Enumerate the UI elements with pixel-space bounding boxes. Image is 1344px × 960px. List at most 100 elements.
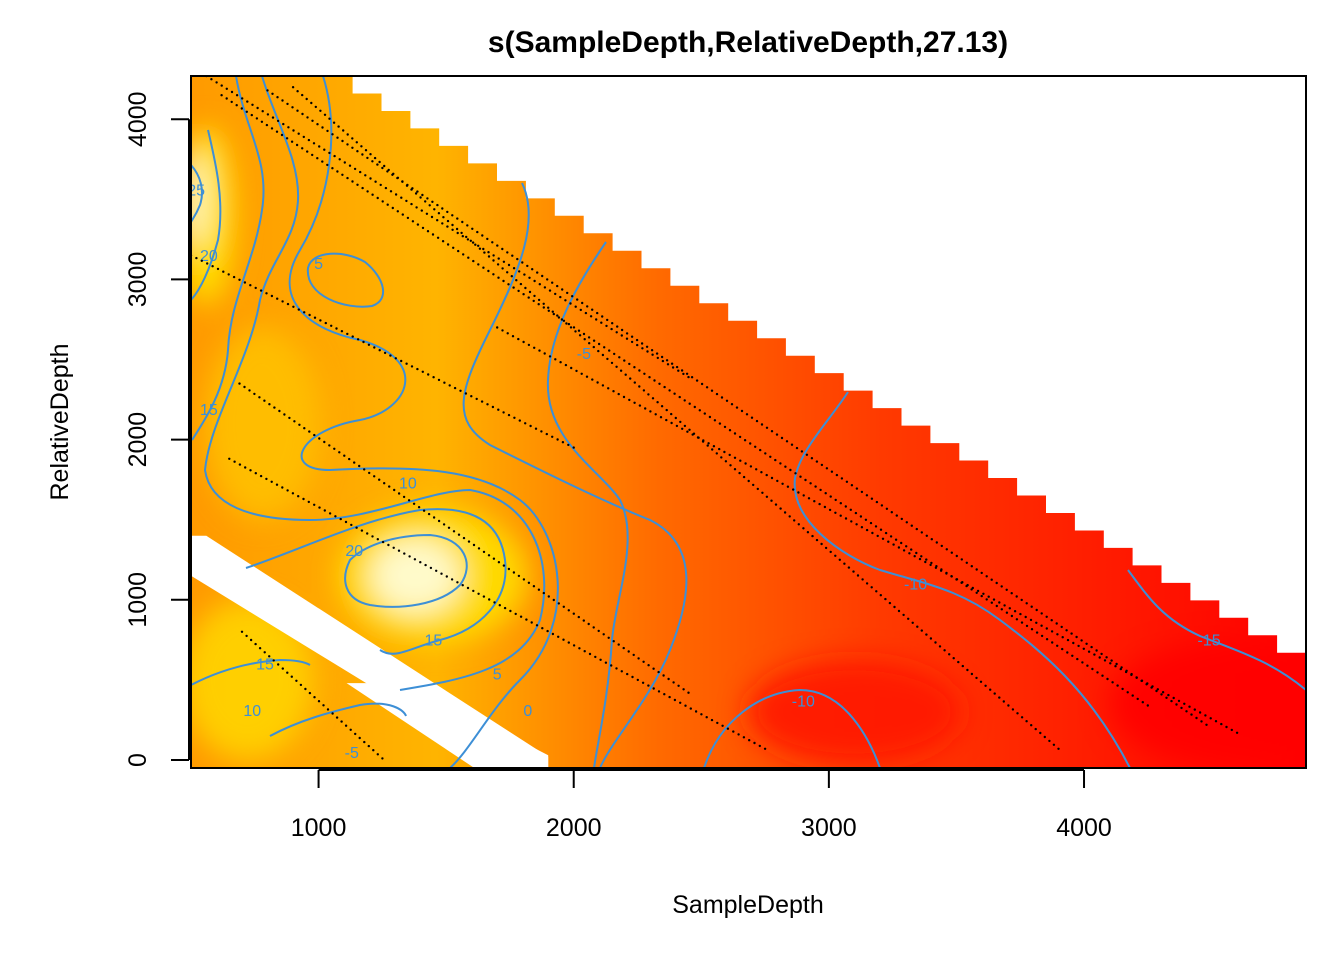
observation-point	[488, 598, 491, 601]
observation-point	[1025, 602, 1028, 605]
observation-point	[319, 319, 322, 322]
observation-point	[1040, 634, 1044, 638]
observation-point	[752, 483, 755, 487]
observation-point	[574, 330, 577, 333]
heat-blob-mid-left	[203, 327, 322, 520]
observation-point	[366, 532, 369, 535]
observation-point	[834, 498, 837, 502]
observation-point	[720, 456, 723, 459]
observation-point	[1126, 691, 1129, 694]
observation-point	[678, 395, 681, 399]
observation-point	[428, 204, 431, 207]
observation-point	[371, 535, 374, 538]
observation-point	[961, 664, 964, 668]
observation-point	[467, 540, 471, 543]
contour-line-minus-10-lower	[703, 688, 881, 768]
observation-track	[266, 89, 1208, 726]
observation-point	[471, 227, 474, 230]
observation-point	[755, 419, 759, 423]
observation-point	[979, 680, 983, 683]
observation-point	[220, 84, 223, 87]
observation-point	[416, 367, 419, 371]
observation-point	[281, 486, 284, 489]
observation-point	[805, 453, 809, 456]
observation-point	[1230, 728, 1234, 732]
observation-point	[850, 520, 853, 523]
observation-point	[834, 554, 837, 557]
contour-line-25	[191, 164, 203, 223]
observation-point	[461, 220, 464, 224]
observation-point	[477, 592, 480, 595]
observation-point	[361, 153, 364, 156]
observation-point	[482, 595, 486, 598]
observation-point	[674, 416, 677, 420]
observation-point	[515, 279, 518, 282]
observation-point	[815, 538, 819, 542]
no-data-gap-lower	[346, 683, 549, 768]
observation-point	[452, 530, 456, 533]
heat-blob-center-pale	[369, 537, 462, 615]
observation-point	[451, 228, 454, 231]
observation-point	[566, 291, 569, 295]
observation-point	[713, 419, 717, 422]
observation-point	[910, 524, 913, 527]
observation-point	[361, 186, 364, 190]
observation-point	[431, 200, 434, 203]
observation-point	[507, 413, 511, 417]
observation-point	[724, 460, 728, 463]
observation-point	[679, 701, 682, 704]
observation-point	[700, 713, 703, 716]
observation-point	[711, 448, 714, 451]
observation-point	[405, 184, 409, 187]
observation-point	[764, 452, 767, 455]
observation-point	[432, 516, 436, 519]
observation-point	[743, 439, 747, 442]
observation-point	[378, 349, 381, 352]
observation-point	[413, 558, 417, 561]
observation-point	[389, 190, 393, 193]
observation-point	[525, 618, 528, 621]
observation-point	[259, 474, 263, 478]
observation-point	[533, 294, 536, 298]
observation-point	[1066, 638, 1070, 642]
observation-point	[1151, 685, 1154, 688]
observation-point	[924, 560, 927, 564]
observation-point	[655, 352, 659, 355]
observation-point	[522, 293, 525, 296]
observation-point	[905, 545, 908, 548]
observation-point	[411, 220, 415, 223]
observation-point	[706, 444, 709, 447]
observation-point	[569, 302, 572, 305]
observation-point	[955, 578, 959, 581]
observation-point	[360, 529, 364, 532]
observation-point	[339, 517, 342, 521]
observation-point	[595, 318, 598, 321]
observation-point	[296, 90, 299, 93]
observation-point	[682, 372, 685, 376]
observation-point	[830, 470, 834, 473]
observation-point	[628, 362, 631, 366]
observation-point	[388, 485, 391, 488]
observation-point	[344, 520, 348, 524]
y-tick-label: 4000	[124, 91, 152, 147]
observation-point	[424, 563, 427, 567]
observation-point	[466, 586, 470, 590]
observation-point	[562, 638, 565, 641]
observation-point	[373, 346, 376, 349]
contour-labels: -15 -10 -10 -5 0 5 5 -5 10 10 15 15 15 20 20 25	[191, 183, 1221, 762]
observation-point	[497, 276, 500, 279]
observation-point	[675, 424, 679, 428]
observation-point	[880, 504, 884, 507]
observation-point	[353, 461, 356, 464]
observation-point	[424, 200, 427, 203]
heat-blob-right-red	[1109, 643, 1306, 765]
contour-line-15-lower	[191, 658, 311, 686]
observation-point	[328, 444, 331, 447]
observation-point	[1065, 629, 1068, 632]
observation-point	[249, 469, 252, 472]
observation-point	[277, 663, 280, 666]
observation-point	[677, 684, 680, 687]
observation-point	[230, 100, 233, 104]
observation-point	[1056, 644, 1059, 647]
contour-line-10-lower	[269, 702, 407, 737]
